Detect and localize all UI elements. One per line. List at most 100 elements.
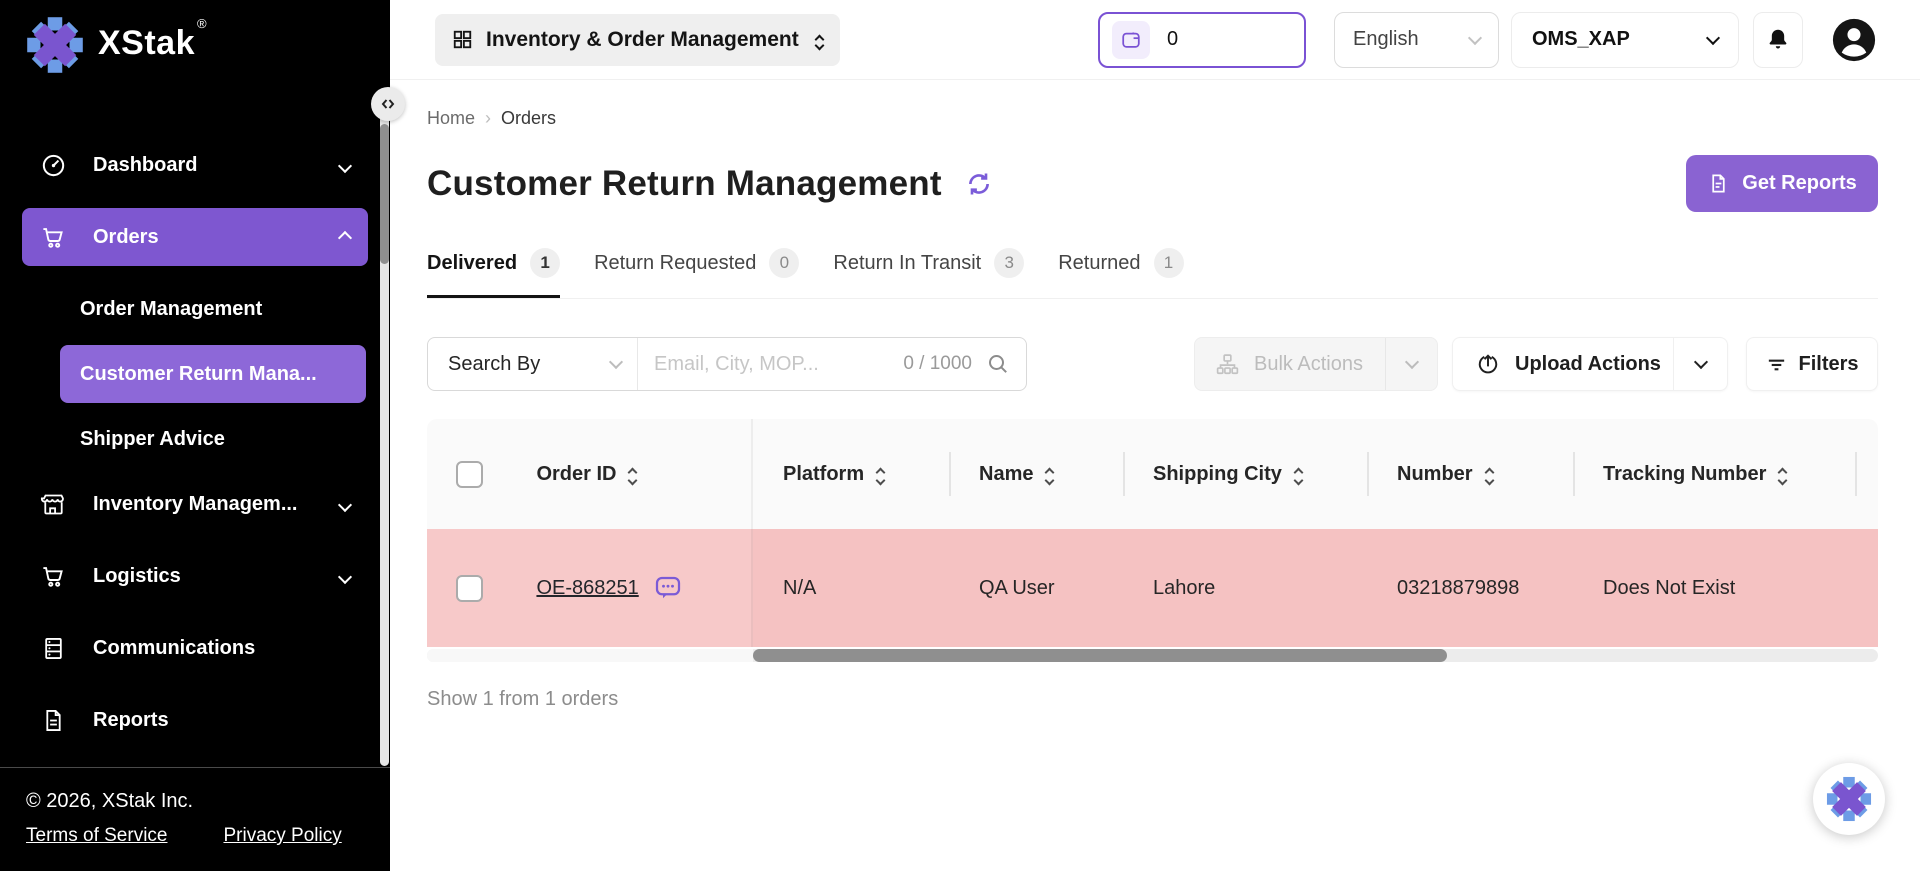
cart-icon xyxy=(40,224,67,251)
sidebar-item-label: Orders xyxy=(93,225,159,248)
column-label: Number xyxy=(1397,462,1473,485)
privacy-policy-link[interactable]: Privacy Policy xyxy=(223,825,342,846)
sidebar-subitem-shipper-advice[interactable]: Shipper Advice xyxy=(60,410,366,468)
comment-icon[interactable] xyxy=(653,573,683,603)
chevron-down-icon xyxy=(337,493,353,516)
breadcrumb: Home › Orders xyxy=(427,108,1878,129)
sort-icon xyxy=(1484,464,1495,486)
sidebar-item-communications[interactable]: Communications xyxy=(22,619,368,677)
column-header-shipping-city[interactable]: Shipping City xyxy=(1123,463,1367,486)
table-summary: Show 1 from 1 orders xyxy=(427,688,619,710)
tab-count-badge: 1 xyxy=(530,248,561,278)
sort-icon xyxy=(628,464,638,486)
wallet-count-value: 0 xyxy=(1167,28,1179,50)
sidebar-collapse-toggle[interactable] xyxy=(371,87,405,121)
upload-icon xyxy=(1478,354,1498,374)
chevron-down-icon xyxy=(1705,30,1721,45)
language-select[interactable]: English xyxy=(1334,11,1499,68)
tab-label: Return In Transit xyxy=(833,251,982,274)
search-by-select[interactable]: Search By xyxy=(428,338,638,390)
tab-return-requested[interactable]: Return Requested 0 xyxy=(594,248,800,298)
bulk-actions-button[interactable]: Bulk Actions xyxy=(1194,337,1438,391)
column-header-order-id[interactable]: Order ID xyxy=(512,463,751,486)
column-label: Shipping City xyxy=(1153,462,1282,485)
sidebar-item-orders[interactable]: Orders xyxy=(22,208,368,266)
terms-of-service-link[interactable]: Terms of Service xyxy=(26,825,168,846)
sort-icon xyxy=(875,464,886,486)
wallet-icon xyxy=(1112,20,1150,59)
search-input[interactable] xyxy=(638,352,904,376)
sidebar-subitem-customer-return-management[interactable]: Customer Return Mana... xyxy=(60,345,366,403)
sidebar-item-dashboard[interactable]: Dashboard xyxy=(22,136,368,194)
main-area: Inventory & Order Management 0 English O… xyxy=(390,0,1920,871)
column-label: Order ID xyxy=(536,462,617,485)
sidebar-item-reports[interactable]: Reports xyxy=(22,691,368,749)
chevron-up-icon xyxy=(337,226,353,249)
character-counter: 0 / 1000 xyxy=(903,353,972,374)
chevron-down-icon xyxy=(1467,30,1483,45)
sidebar-nav: Dashboard Orders Order Management Custom… xyxy=(0,136,390,749)
cell-platform: N/A xyxy=(783,576,817,599)
workspace-value: OMS_XAP xyxy=(1532,28,1630,50)
grid-icon xyxy=(453,30,472,49)
upload-actions-label: Upload Actions xyxy=(1515,352,1661,375)
sidebar-subitem-order-management[interactable]: Order Management xyxy=(60,280,366,338)
get-reports-button[interactable]: Get Reports xyxy=(1686,155,1878,212)
dashboard-icon xyxy=(40,152,67,179)
chevron-down-icon xyxy=(608,354,624,370)
tab-return-in-transit[interactable]: Return In Transit 3 xyxy=(833,248,1025,298)
column-label: Name xyxy=(979,462,1034,485)
tab-label: Return Requested xyxy=(594,251,757,274)
column-divider xyxy=(1123,452,1125,496)
sidebar-item-logistics[interactable]: Logistics xyxy=(22,547,368,605)
wallet-counter[interactable]: 0 xyxy=(1098,11,1306,68)
upload-actions-button[interactable]: Upload Actions xyxy=(1452,337,1728,391)
column-header-name[interactable]: Name xyxy=(949,463,1123,486)
column-divider xyxy=(1855,452,1857,496)
column-label: Platform xyxy=(783,462,865,485)
refresh-icon xyxy=(968,173,989,194)
brand-logo[interactable]: XStak ® xyxy=(0,0,390,74)
workspace-select[interactable]: OMS_XAP xyxy=(1511,11,1739,68)
upload-actions-caret[interactable] xyxy=(1673,338,1727,390)
search-icon[interactable] xyxy=(986,352,1010,376)
search-by-label: Search By xyxy=(448,352,541,375)
pinned-header-columns: Order ID xyxy=(427,419,753,529)
user-avatar[interactable] xyxy=(1831,17,1877,63)
cell-name: QA User xyxy=(979,576,1055,599)
scrollbar-thumb[interactable] xyxy=(753,649,1447,662)
floating-brand-button[interactable] xyxy=(1813,763,1885,835)
sidebar-scrollbar-thumb[interactable] xyxy=(380,124,389,264)
sidebar-item-label: Communications xyxy=(93,636,256,659)
filters-button[interactable]: Filters xyxy=(1746,337,1878,391)
bulk-actions-caret[interactable] xyxy=(1385,338,1437,390)
column-header-number[interactable]: Number xyxy=(1367,463,1573,486)
sitemap-icon xyxy=(1216,353,1239,374)
bulk-actions-label: Bulk Actions xyxy=(1254,352,1363,375)
tab-count-badge: 0 xyxy=(769,248,800,278)
cell-number: 03218879898 xyxy=(1397,576,1520,599)
tab-returned[interactable]: Returned 1 xyxy=(1058,248,1184,298)
column-label: Tracking Number xyxy=(1603,462,1767,485)
column-header-platform[interactable]: Platform xyxy=(753,463,949,486)
table-header: Order ID Platform Name Shipping City xyxy=(427,419,1878,529)
refresh-button[interactable] xyxy=(964,169,994,199)
sidebar-item-label: Dashboard xyxy=(93,153,198,176)
breadcrumb-home[interactable]: Home xyxy=(427,108,476,128)
brand-name: XStak xyxy=(98,24,195,62)
sidebar-item-inventory-management[interactable]: Inventory Managem... xyxy=(22,475,368,533)
column-divider xyxy=(1367,452,1369,496)
sort-icon xyxy=(1045,464,1055,486)
sort-icon xyxy=(1293,464,1304,486)
notifications-button[interactable] xyxy=(1753,11,1803,68)
app-selector-dropdown[interactable]: Inventory & Order Management xyxy=(435,13,840,66)
cart-icon xyxy=(40,563,67,590)
sidebar-scrollbar-track xyxy=(380,90,389,766)
column-header-tracking-number[interactable]: Tracking Number xyxy=(1573,463,1855,486)
order-id-link[interactable]: OE-868251 xyxy=(536,576,639,599)
row-checkbox[interactable] xyxy=(456,574,484,602)
select-all-checkbox[interactable] xyxy=(456,460,484,488)
tab-delivered[interactable]: Delivered 1 xyxy=(427,248,561,298)
subitem-label: Shipper Advice xyxy=(80,427,225,450)
user-icon xyxy=(1832,18,1876,61)
